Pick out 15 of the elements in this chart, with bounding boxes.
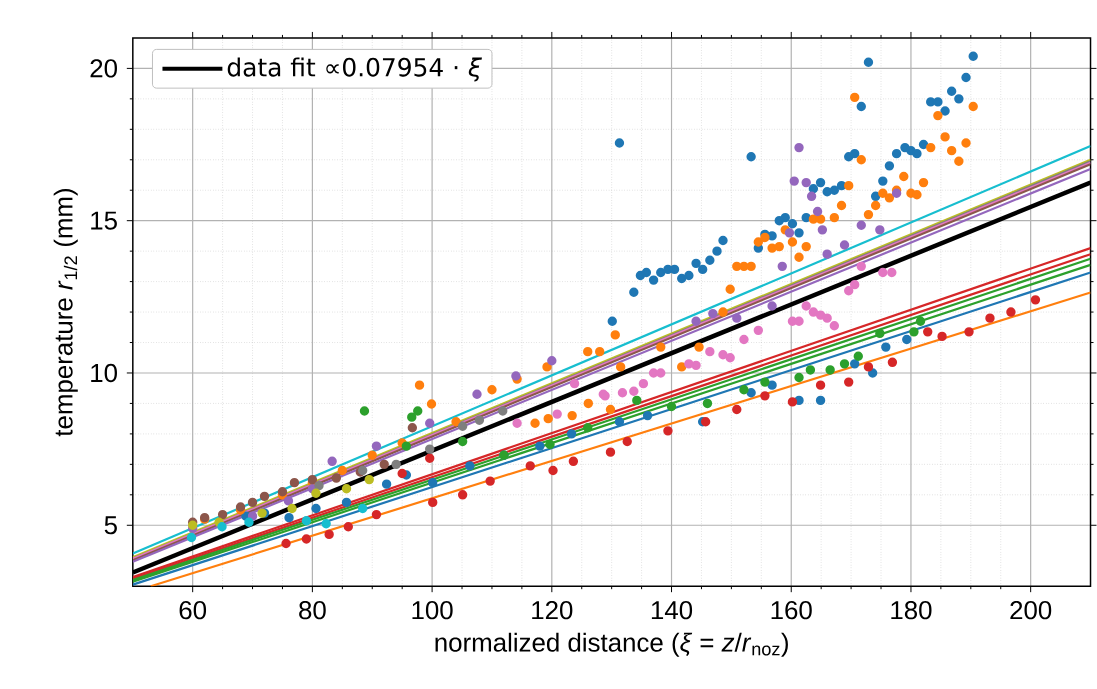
x-tick-label: 140: [651, 600, 693, 620]
x-axis-title: normalized distance (ξ = z/r$_{noz}$): [435, 632, 788, 657]
y-tick-label: 10: [91, 363, 117, 383]
x-tick-label: 200: [1010, 600, 1052, 620]
x-tick-label: 60: [179, 600, 207, 620]
x-tick-label: 100: [412, 600, 453, 620]
y-axis-title: temperature r$_{1/2}$ (mm): [53, 189, 78, 437]
legend-label: data fit ∝0.07954 · ξ: [227, 57, 482, 82]
y-tick-label: 15: [91, 211, 117, 230]
x-tick-label: 120: [532, 600, 573, 620]
y-tick-label: 20: [90, 59, 117, 78]
x-tick-label: 80: [299, 600, 326, 620]
x-tick-label: 160: [771, 600, 812, 620]
y-tick-label: 5: [104, 516, 117, 535]
x-tick-label: 180: [891, 600, 932, 620]
